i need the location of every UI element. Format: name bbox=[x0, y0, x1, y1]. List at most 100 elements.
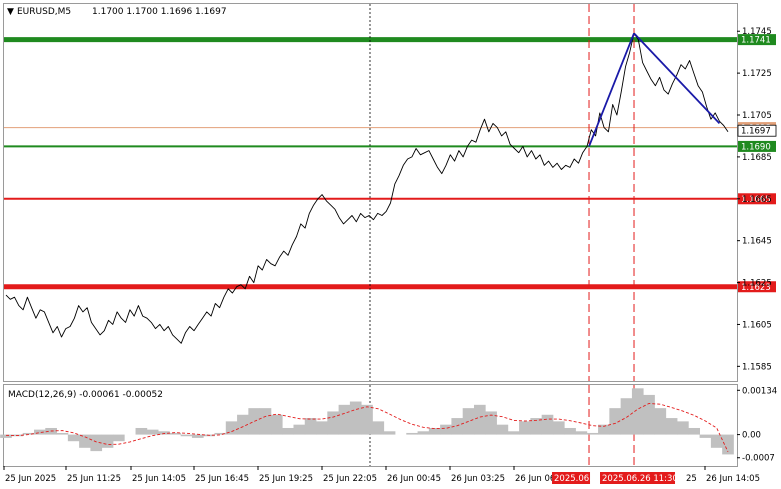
x-tick-label: 25 Jun 22:05 bbox=[323, 474, 377, 484]
macd-bar bbox=[722, 434, 734, 455]
macd-bar bbox=[225, 421, 238, 435]
collapse-arrow-icon[interactable]: ▼ bbox=[7, 7, 14, 17]
macd-bar bbox=[643, 394, 655, 435]
level-tag-label: 1.1741 bbox=[741, 36, 771, 46]
macd-bar bbox=[135, 427, 148, 435]
macd-tick-label: 0.00134 bbox=[742, 386, 777, 396]
macd-bar bbox=[631, 388, 644, 435]
macd-bar bbox=[417, 431, 430, 435]
price-axis: 1.1745 1.1725 1.1705 1.1685 1.1665 1.1645 1.16… bbox=[737, 27, 772, 372]
macd-bar bbox=[564, 427, 576, 435]
level-tag-label: 1.1665 bbox=[741, 195, 771, 205]
x-tick-label: 25 Jun 16:45 bbox=[195, 474, 249, 484]
macd-signal-line bbox=[5, 403, 729, 452]
ohlc-label: 1.1700 1.1700 1.1696 1.1697 bbox=[92, 7, 227, 17]
level-tag bbox=[738, 34, 776, 46]
macd-bar bbox=[530, 418, 543, 435]
trend-line bbox=[588, 32, 635, 147]
x-tick-label: 26 Jun 03:25 bbox=[451, 474, 505, 484]
x-tick-label: 25 Jun 2025 bbox=[5, 474, 56, 484]
macd-bar bbox=[552, 421, 565, 435]
level-tag bbox=[737, 124, 777, 137]
x-tick-label: 25 bbox=[686, 474, 697, 484]
marker-time-tag-label: 2025.06.26 11:30 bbox=[602, 474, 678, 484]
macd-bar bbox=[598, 424, 610, 435]
macd-bar bbox=[586, 432, 599, 435]
symbol-label: EURUSD,M5 bbox=[17, 7, 71, 17]
y-tick-label: 1.1685 bbox=[742, 153, 772, 163]
y-tick-label: 1.1605 bbox=[742, 320, 772, 330]
macd-bar bbox=[609, 408, 622, 435]
macd-bar bbox=[0, 434, 12, 438]
trend-line bbox=[633, 32, 721, 125]
macd-bar bbox=[665, 418, 678, 435]
level-tag-label: 1.1690 bbox=[741, 142, 771, 152]
x-tick-label: 25 Jun 19:25 bbox=[259, 474, 313, 484]
level-tag bbox=[738, 193, 776, 205]
marker-time-tag bbox=[600, 472, 676, 484]
marker-time-tag bbox=[552, 472, 591, 484]
macd-bar bbox=[316, 421, 328, 435]
macd-bar bbox=[496, 424, 509, 435]
macd-bar bbox=[248, 408, 261, 435]
macd-bar bbox=[191, 434, 204, 438]
macd-bar bbox=[654, 408, 667, 435]
x-tick-label: 26 Jun 00:45 bbox=[387, 474, 441, 484]
macd-bar bbox=[485, 411, 497, 435]
macd-bar bbox=[327, 411, 339, 435]
macd-bar bbox=[361, 404, 373, 435]
macd-bar bbox=[620, 398, 633, 435]
x-tick-label: 26 Jun 06:05 bbox=[515, 474, 569, 484]
macd-bar bbox=[259, 408, 272, 435]
time-axis: 25 Jun 2025 25 Jun 11:25 25 Jun 14:05 25 Ju… bbox=[3, 466, 760, 484]
y-tick-label: 1.1585 bbox=[742, 362, 772, 372]
x-tick-label: 25 Jun 14:05 bbox=[132, 474, 186, 484]
macd-bar bbox=[519, 421, 531, 435]
level-tag bbox=[738, 140, 776, 152]
macd-bar bbox=[22, 432, 35, 435]
macd-bar bbox=[473, 404, 486, 435]
x-tick-label: 25 Jun 11:25 bbox=[67, 474, 121, 484]
level-tag-label: 1.1623 bbox=[741, 283, 771, 293]
macd-bar bbox=[67, 434, 80, 442]
trend-lines[interactable] bbox=[588, 32, 721, 147]
macd-bar bbox=[180, 434, 193, 437]
y-tick-label: 1.1665 bbox=[742, 195, 772, 205]
macd-tick-label: -0.0007 bbox=[742, 454, 775, 464]
macd-bar bbox=[677, 421, 689, 435]
macd-bar bbox=[406, 432, 418, 435]
macd-bar bbox=[451, 418, 464, 435]
marker-time-tag-label: 2025.06.26 .. bbox=[554, 474, 611, 484]
macd-bar bbox=[293, 424, 306, 435]
macd-label: MACD(12,26,9) -0.00061 -0.00052 bbox=[8, 390, 163, 400]
level-tag bbox=[738, 281, 776, 293]
macd-bar bbox=[158, 431, 170, 435]
price-line bbox=[5, 32, 729, 344]
macd-bar bbox=[699, 434, 712, 438]
macd-bar bbox=[101, 434, 114, 448]
macd-bar bbox=[428, 427, 441, 435]
y-tick-label: 1.1625 bbox=[742, 279, 772, 289]
macd-tick-label: 0.00 bbox=[742, 431, 761, 441]
price-series bbox=[5, 32, 729, 344]
macd-bar bbox=[270, 414, 283, 435]
macd-bar bbox=[146, 429, 159, 435]
level-tag-label: 1.1697 bbox=[741, 127, 771, 137]
macd-series bbox=[0, 388, 734, 455]
macd-bar bbox=[90, 434, 103, 452]
macd-bar bbox=[282, 427, 294, 435]
macd-bar bbox=[349, 401, 362, 435]
y-tick-label: 1.1745 bbox=[742, 27, 772, 37]
macd-bar bbox=[169, 432, 182, 435]
price-pane[interactable] bbox=[3, 3, 738, 382]
macd-bar bbox=[34, 429, 46, 435]
macd-bar bbox=[214, 432, 227, 435]
y-tick-label: 1.1705 bbox=[742, 111, 772, 121]
macd-bar bbox=[372, 421, 385, 435]
macd-bar bbox=[56, 432, 69, 435]
macd-bar bbox=[383, 431, 396, 435]
macd-bar bbox=[688, 427, 700, 435]
macd-bar bbox=[541, 414, 554, 435]
